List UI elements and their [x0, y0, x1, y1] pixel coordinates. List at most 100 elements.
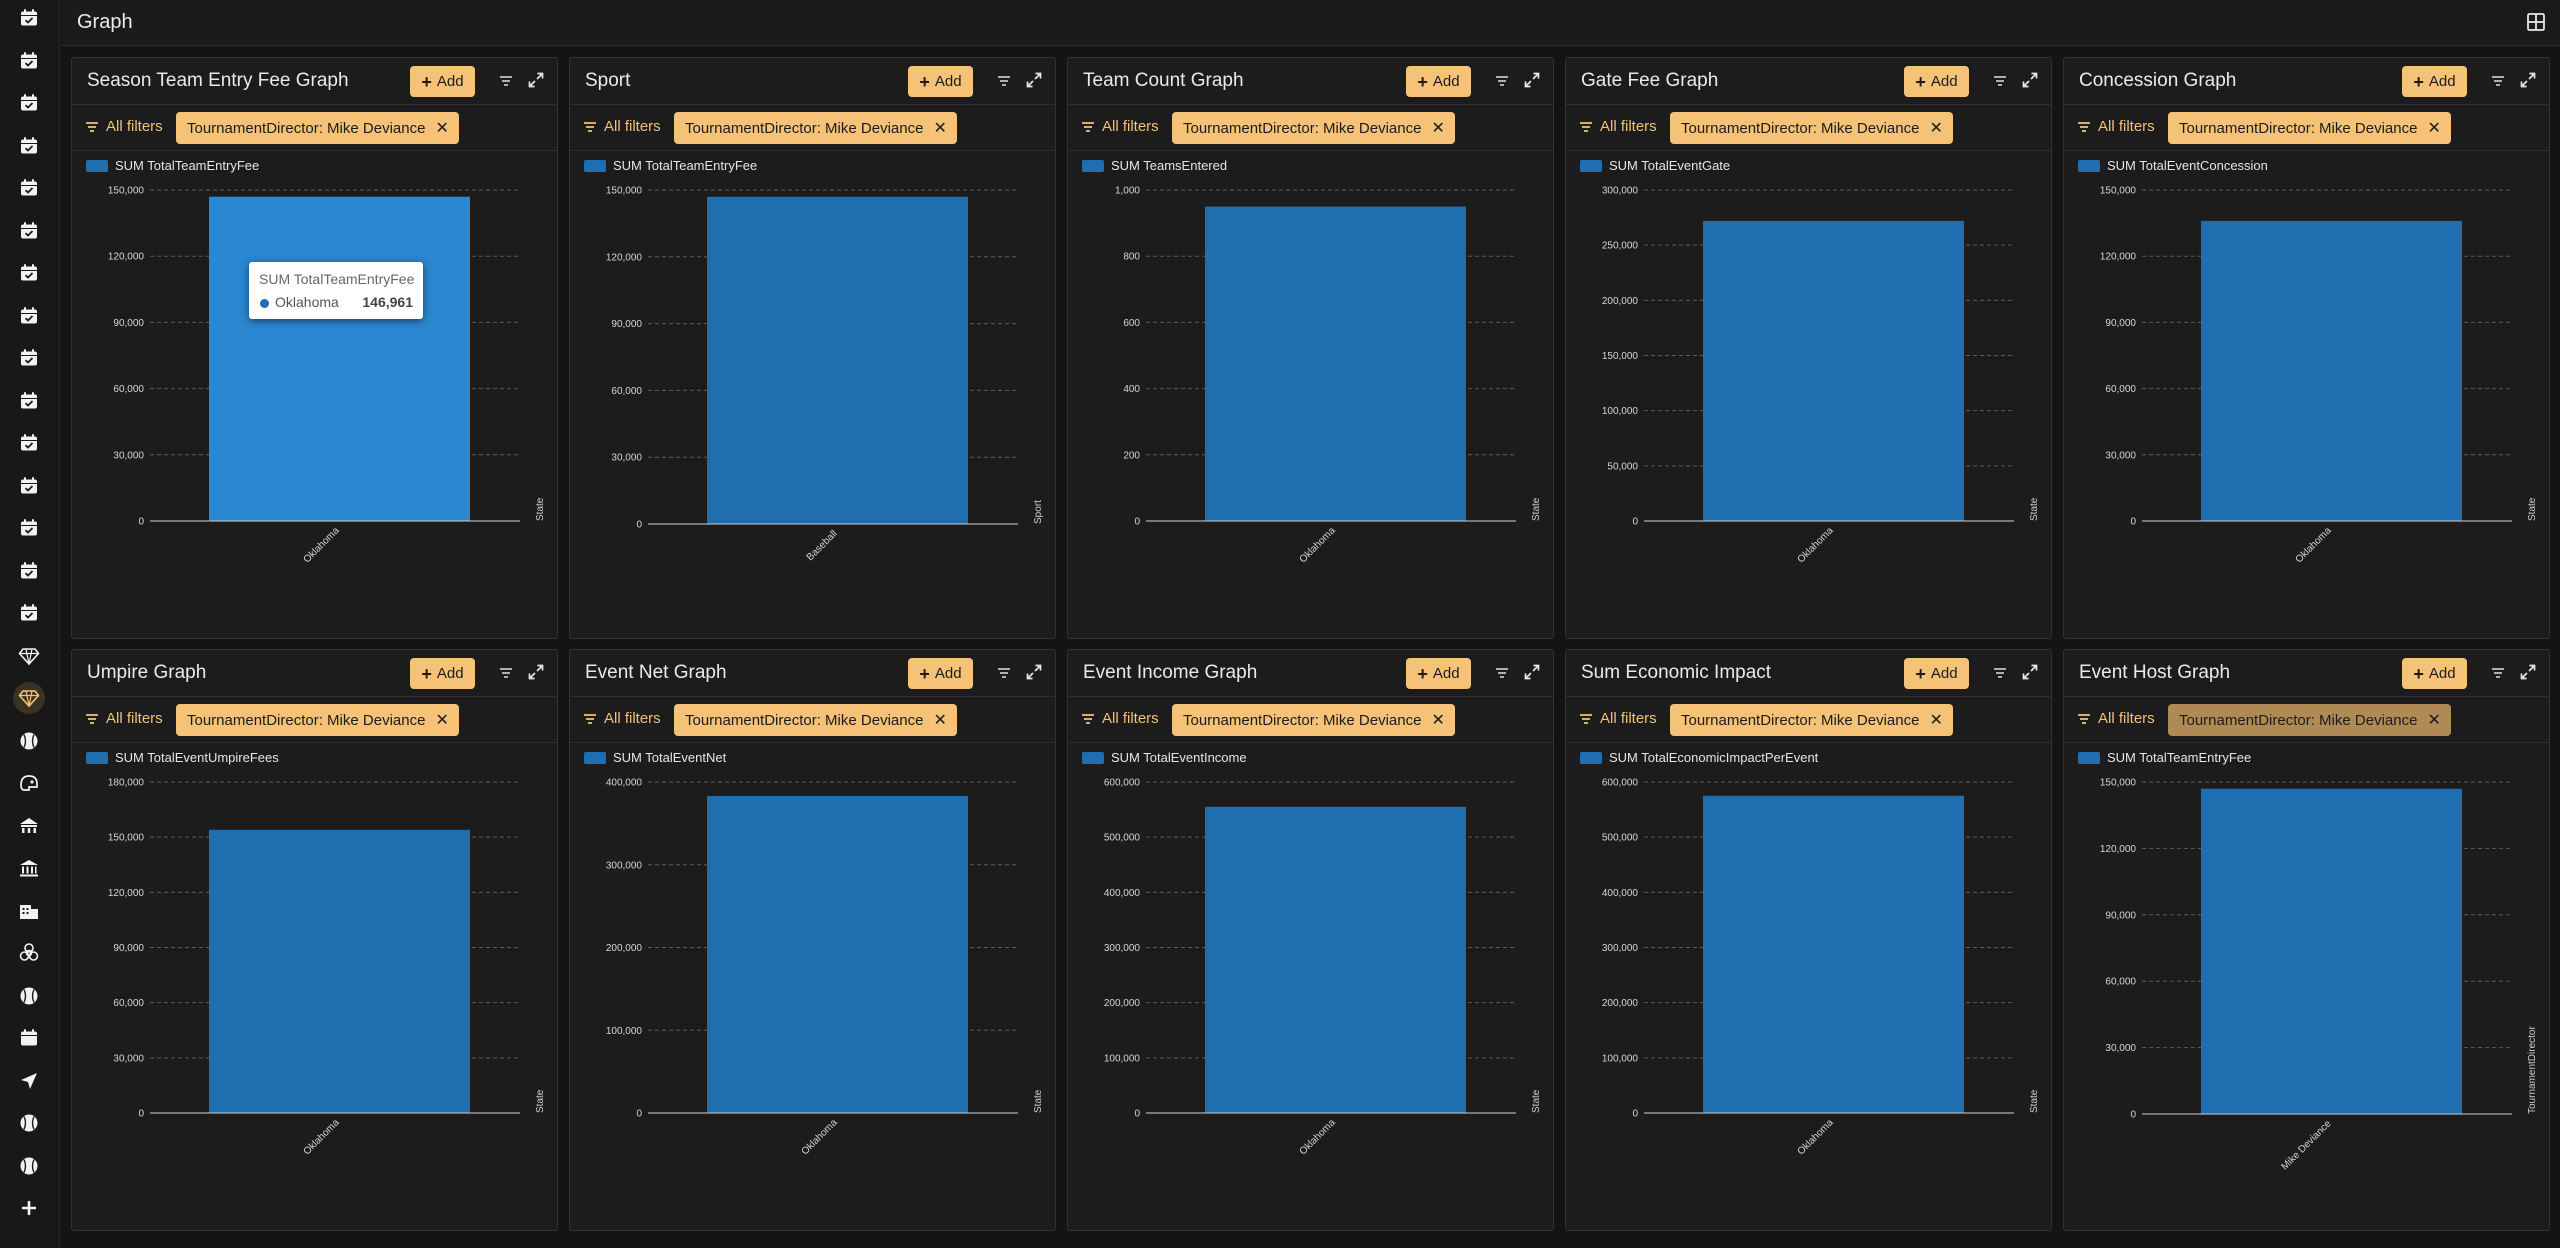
sidebar-item-calendar-check[interactable]: [16, 133, 42, 159]
all-filters-button[interactable]: All filters: [1578, 710, 1657, 727]
close-icon[interactable]: ✕: [2427, 120, 2441, 137]
sidebar-item-baseball[interactable]: [16, 983, 42, 1009]
sidebar-item-baseball[interactable]: [16, 1153, 42, 1179]
bar-baseball[interactable]: [707, 196, 968, 524]
sidebar-item-baseball[interactable]: [16, 1110, 42, 1136]
legend-swatch[interactable]: [1082, 752, 1104, 764]
filter-chip[interactable]: TournamentDirector: Mike Deviance ✕: [1172, 704, 1455, 736]
legend-label[interactable]: SUM TotalEventGate: [1609, 158, 1730, 173]
filter-chip[interactable]: TournamentDirector: Mike Deviance ✕: [1670, 112, 1953, 144]
legend-swatch[interactable]: [2078, 160, 2100, 172]
legend-label[interactable]: SUM TotalTeamEntryFee: [2107, 750, 2251, 765]
sidebar-item-plus[interactable]: [16, 1195, 42, 1221]
legend-swatch[interactable]: [2078, 752, 2100, 764]
sidebar-item-diamond[interactable]: [16, 643, 42, 669]
close-icon[interactable]: ✕: [435, 712, 449, 729]
sidebar-item-calendar-check[interactable]: [16, 558, 42, 584]
add-button[interactable]: + Add: [410, 658, 475, 689]
legend-swatch[interactable]: [584, 160, 606, 172]
add-button[interactable]: + Add: [908, 66, 973, 97]
filter-chip[interactable]: TournamentDirector: Mike Deviance ✕: [1172, 112, 1455, 144]
close-icon[interactable]: ✕: [2427, 712, 2441, 729]
filter-icon[interactable]: [2489, 72, 2507, 90]
sidebar-item-stadium[interactable]: [16, 813, 42, 839]
sidebar-item-biohazard[interactable]: [16, 940, 42, 966]
sidebar-item-calendar-check[interactable]: [16, 48, 42, 74]
sidebar-item-helmet[interactable]: [16, 770, 42, 796]
sidebar-item-calendar-check[interactable]: [16, 5, 42, 31]
all-filters-button[interactable]: All filters: [1080, 118, 1159, 135]
filter-chip[interactable]: TournamentDirector: Mike Deviance ✕: [674, 112, 957, 144]
add-button[interactable]: + Add: [908, 658, 973, 689]
legend-swatch[interactable]: [1082, 160, 1104, 172]
filter-chip[interactable]: TournamentDirector: Mike Deviance ✕: [176, 704, 459, 736]
expand-icon[interactable]: [2519, 71, 2537, 89]
sidebar-item-calendar-check[interactable]: [16, 388, 42, 414]
legend-swatch[interactable]: [86, 752, 108, 764]
add-button[interactable]: + Add: [2402, 66, 2467, 97]
layout-grid-icon[interactable]: [2526, 12, 2546, 32]
sidebar-item-send[interactable]: [16, 1068, 42, 1094]
sidebar-item-bank[interactable]: [16, 855, 42, 881]
close-icon[interactable]: ✕: [1929, 712, 1943, 729]
sidebar-item-calendar[interactable]: [16, 1025, 42, 1051]
legend-label[interactable]: SUM TotalEventUmpireFees: [115, 750, 279, 765]
filter-icon[interactable]: [995, 72, 1013, 90]
sidebar-item-calendar-check[interactable]: [16, 303, 42, 329]
all-filters-button[interactable]: All filters: [1080, 710, 1159, 727]
sidebar-item-calendar-check[interactable]: [16, 260, 42, 286]
sidebar-item-calendar-check[interactable]: [16, 600, 42, 626]
legend-swatch[interactable]: [584, 752, 606, 764]
add-button[interactable]: + Add: [2402, 658, 2467, 689]
legend-label[interactable]: SUM TotalTeamEntryFee: [613, 158, 757, 173]
sidebar-item-calendar-check[interactable]: [16, 90, 42, 116]
filter-chip[interactable]: TournamentDirector: Mike Deviance ✕: [674, 704, 957, 736]
bar-oklahoma[interactable]: [1703, 795, 1964, 1113]
close-icon[interactable]: ✕: [435, 120, 449, 137]
expand-icon[interactable]: [1025, 71, 1043, 89]
add-button[interactable]: + Add: [1406, 658, 1471, 689]
legend-label[interactable]: SUM TotalEventIncome: [1111, 750, 1247, 765]
filter-icon[interactable]: [497, 664, 515, 682]
legend-swatch[interactable]: [86, 160, 108, 172]
bar-mike-deviance[interactable]: [2201, 788, 2462, 1114]
close-icon[interactable]: ✕: [1431, 712, 1445, 729]
filter-chip[interactable]: TournamentDirector: Mike Deviance ✕: [176, 112, 459, 144]
sidebar-item-calendar-check[interactable]: [16, 515, 42, 541]
sidebar-item-building[interactable]: [16, 898, 42, 924]
filter-icon[interactable]: [2489, 664, 2507, 682]
legend-label[interactable]: SUM TotalEventNet: [613, 750, 727, 765]
filter-chip[interactable]: TournamentDirector: Mike Deviance ✕: [2168, 704, 2451, 736]
legend-label[interactable]: SUM TotalEconomicImpactPerEvent: [1609, 750, 1819, 765]
filter-icon[interactable]: [1493, 664, 1511, 682]
filter-chip[interactable]: TournamentDirector: Mike Deviance ✕: [1670, 704, 1953, 736]
bar-oklahoma[interactable]: [209, 196, 470, 521]
legend-label[interactable]: SUM TeamsEntered: [1111, 158, 1227, 173]
all-filters-button[interactable]: All filters: [1578, 118, 1657, 135]
expand-icon[interactable]: [527, 663, 545, 681]
add-button[interactable]: + Add: [1904, 66, 1969, 97]
all-filters-button[interactable]: All filters: [582, 710, 661, 727]
bar-oklahoma[interactable]: [209, 829, 470, 1113]
legend-swatch[interactable]: [1580, 752, 1602, 764]
legend-label[interactable]: SUM TotalEventConcession: [2107, 158, 2268, 173]
sidebar-item-calendar-check[interactable]: [16, 175, 42, 201]
filter-icon[interactable]: [1991, 72, 2009, 90]
bar-oklahoma[interactable]: [1205, 206, 1466, 522]
expand-icon[interactable]: [2021, 71, 2039, 89]
bar-oklahoma[interactable]: [707, 796, 968, 1113]
add-button[interactable]: + Add: [1904, 658, 1969, 689]
close-icon[interactable]: ✕: [933, 120, 947, 137]
filter-icon[interactable]: [995, 664, 1013, 682]
all-filters-button[interactable]: All filters: [2076, 118, 2155, 135]
expand-icon[interactable]: [2519, 663, 2537, 681]
bar-oklahoma[interactable]: [1205, 806, 1466, 1113]
sidebar-item-calendar-check[interactable]: [16, 430, 42, 456]
legend-label[interactable]: SUM TotalTeamEntryFee: [115, 158, 259, 173]
expand-icon[interactable]: [2021, 663, 2039, 681]
filter-chip[interactable]: TournamentDirector: Mike Deviance ✕: [2168, 112, 2451, 144]
bar-oklahoma[interactable]: [1703, 220, 1964, 521]
legend-swatch[interactable]: [1580, 160, 1602, 172]
expand-icon[interactable]: [1523, 663, 1541, 681]
filter-icon[interactable]: [1991, 664, 2009, 682]
